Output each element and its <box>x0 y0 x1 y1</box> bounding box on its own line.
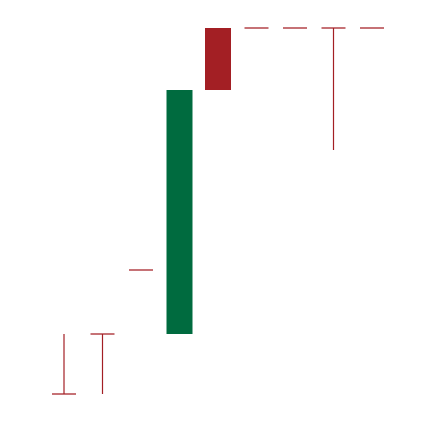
body <box>205 28 231 90</box>
body <box>166 90 193 334</box>
